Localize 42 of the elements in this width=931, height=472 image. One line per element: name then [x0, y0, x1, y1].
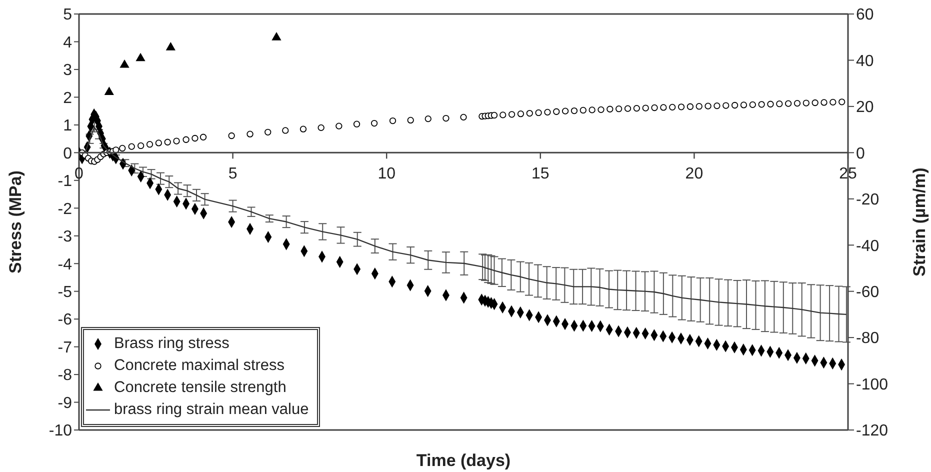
point: [166, 42, 176, 50]
y-tick-label: 0: [63, 145, 72, 162]
x-axis-title: Time (days): [416, 451, 511, 470]
y-tick-label: 3: [63, 62, 72, 80]
point: [120, 59, 130, 68]
legend-label: Concrete maximal stress: [114, 357, 285, 375]
y2-tick-label: -100: [856, 376, 888, 394]
y2-tick-label: 0: [856, 145, 865, 162]
y2-axis-title: Strain (µm/m): [910, 168, 930, 276]
legend-label: brass ring strain mean value: [114, 401, 309, 419]
x-tick-label: 10: [378, 166, 396, 183]
y-tick-label: 2: [63, 90, 72, 107]
y2-tick-label: -80: [856, 330, 880, 348]
legend-label: Brass ring stress: [114, 335, 230, 353]
y-tick-label: -8: [58, 367, 72, 384]
y-tick-label: -1: [58, 173, 72, 190]
x-tick-label: 5: [228, 166, 238, 183]
y2-tick-label: 40: [856, 52, 874, 70]
legend-label: Concrete tensile strength: [114, 379, 286, 397]
y2-tick-label: -40: [856, 238, 880, 255]
point: [272, 32, 282, 40]
y-tick-label: -6: [58, 312, 72, 329]
point: [104, 86, 114, 95]
y2-tick-label: -20: [856, 192, 880, 209]
y-tick-label: -2: [58, 200, 72, 218]
y-tick-label: -3: [58, 228, 72, 246]
y-tick-label: 4: [63, 34, 72, 52]
y-tick-label: -7: [58, 339, 72, 356]
y-tick-label: -9: [58, 394, 72, 412]
y2-tick-label: -120: [856, 422, 888, 440]
y-tick-label: 1: [63, 118, 72, 135]
point: [136, 52, 146, 62]
y-tick-label: 5: [63, 6, 72, 24]
x-tick-label: 20: [685, 166, 704, 183]
y2-tick-label: -60: [856, 284, 880, 302]
y-tick-label: -5: [58, 284, 72, 302]
y-axis-title: Stress (MPa): [6, 170, 26, 274]
x-tick-label: 15: [532, 166, 550, 183]
y2-tick-label: 20: [856, 99, 874, 116]
y-tick-label: -4: [58, 256, 72, 274]
y-tick-label: -10: [48, 422, 72, 440]
y2-tick-label: 60: [856, 6, 874, 24]
